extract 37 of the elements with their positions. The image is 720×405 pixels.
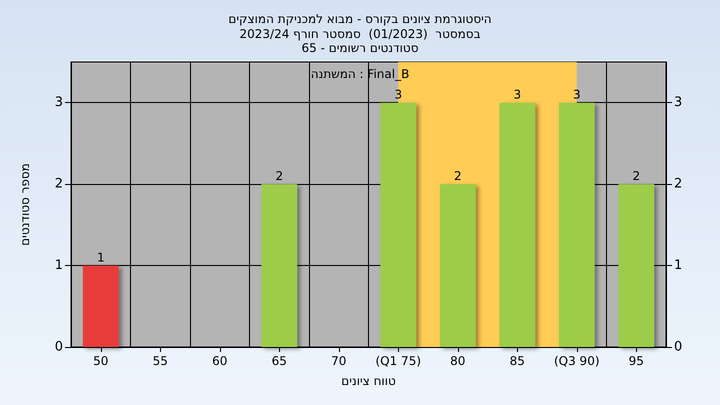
bar xyxy=(380,102,416,347)
bar xyxy=(261,184,298,347)
x-tick-label: 55 xyxy=(152,354,168,368)
bar xyxy=(618,184,654,347)
x-tick-label: 65 xyxy=(272,354,287,368)
chart-subtitle: בסמסטר (01/2023) סמסטר חורף 2023/24 סטודנטים רשומים - 65 xyxy=(239,27,481,55)
x-tick-label: 50 xyxy=(93,354,108,368)
bar xyxy=(82,266,119,347)
bar xyxy=(499,102,536,347)
x-tick-label: 70 xyxy=(331,354,346,368)
data-label: 2 xyxy=(632,169,640,184)
data-label: 3 xyxy=(572,88,581,102)
y2-tick-label: 0 xyxy=(674,340,682,354)
data-label: 2 xyxy=(454,169,462,184)
bar xyxy=(558,102,595,347)
data-label: 3 xyxy=(513,88,522,102)
data-label: 1 xyxy=(96,250,105,265)
y-axis-title: מספר סטודנטים xyxy=(18,163,32,246)
y-tick-label: 3 xyxy=(54,95,63,110)
bar xyxy=(440,184,476,347)
x-tick-label: 80 xyxy=(450,354,466,368)
annotation: המשתנה : Final_B xyxy=(310,67,410,81)
x-tick-label: (Q1 75) xyxy=(375,354,422,368)
y2-tick-label: 2 xyxy=(674,176,682,192)
x-tick-label: (Q3 90) xyxy=(554,354,600,368)
chart-title: היסטוגרמת ציונים בקורס - מבוא למכניקת המוצקים xyxy=(228,12,492,26)
y-tick-label: 0 xyxy=(54,340,63,354)
y-tick-label: 1 xyxy=(54,258,63,274)
x-tick-label: 95 xyxy=(628,354,644,368)
y2-tick-label: 3 xyxy=(674,95,682,110)
x-tick-label: 85 xyxy=(510,354,525,368)
x-tick-label: 60 xyxy=(212,354,228,368)
x-axis-title: טווח ציונים xyxy=(341,374,396,388)
y-tick-label: 2 xyxy=(54,176,63,192)
data-label: 2 xyxy=(275,169,284,184)
y2-tick-label: 1 xyxy=(674,258,682,274)
data-label: 3 xyxy=(394,88,402,102)
